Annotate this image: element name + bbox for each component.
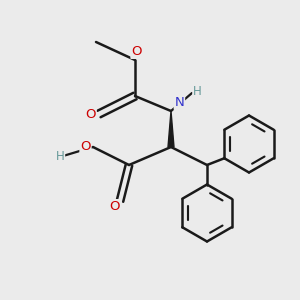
Text: O: O	[85, 107, 96, 121]
Text: H: H	[56, 149, 64, 163]
Text: N: N	[175, 96, 184, 109]
Text: H: H	[193, 85, 202, 98]
Text: O: O	[80, 140, 91, 154]
Polygon shape	[168, 111, 174, 147]
Text: O: O	[109, 200, 119, 213]
Text: O: O	[131, 45, 142, 58]
